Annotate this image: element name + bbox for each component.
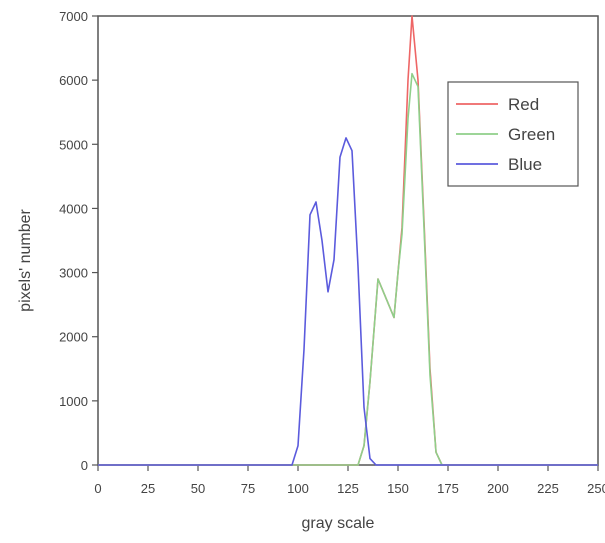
legend-label-green: Green [508,125,555,144]
x-tick-label: 225 [537,481,559,496]
series-line-green [98,72,598,466]
y-axis-label: pixels' number [17,209,34,312]
x-tick-label: 200 [487,481,509,496]
x-tick-label: 25 [141,481,155,496]
x-tick-label: 125 [337,481,359,496]
y-tick-label: 3000 [59,266,88,281]
x-axis-label: gray scale [302,515,375,532]
y-tick-label: 5000 [59,137,88,152]
y-tick-label: 2000 [59,330,88,345]
y-tick-label: 6000 [59,73,88,88]
x-tick-label: 250 [587,481,605,496]
y-tick-label: 1000 [59,394,88,409]
x-tick-label: 100 [287,481,309,496]
y-tick-label: 7000 [59,9,88,24]
legend-label-red: Red [508,95,539,114]
y-tick-label: 4000 [59,201,88,216]
x-axis: 0 25 50 75 100 125 150 175 200 225 250 [94,465,605,496]
x-tick-label: 75 [241,481,255,496]
x-tick-label: 0 [94,481,101,496]
series-lines [98,15,598,466]
y-axis: 0 1000 2000 3000 4000 5000 6000 7000 [59,9,98,473]
x-tick-label: 175 [437,481,459,496]
series-line-blue [98,137,598,466]
x-tick-label: 150 [387,481,409,496]
legend: Red Green Blue [447,81,579,187]
x-tick-label: 50 [191,481,205,496]
y-tick-label: 0 [81,458,88,473]
legend-label-blue: Blue [508,155,542,174]
